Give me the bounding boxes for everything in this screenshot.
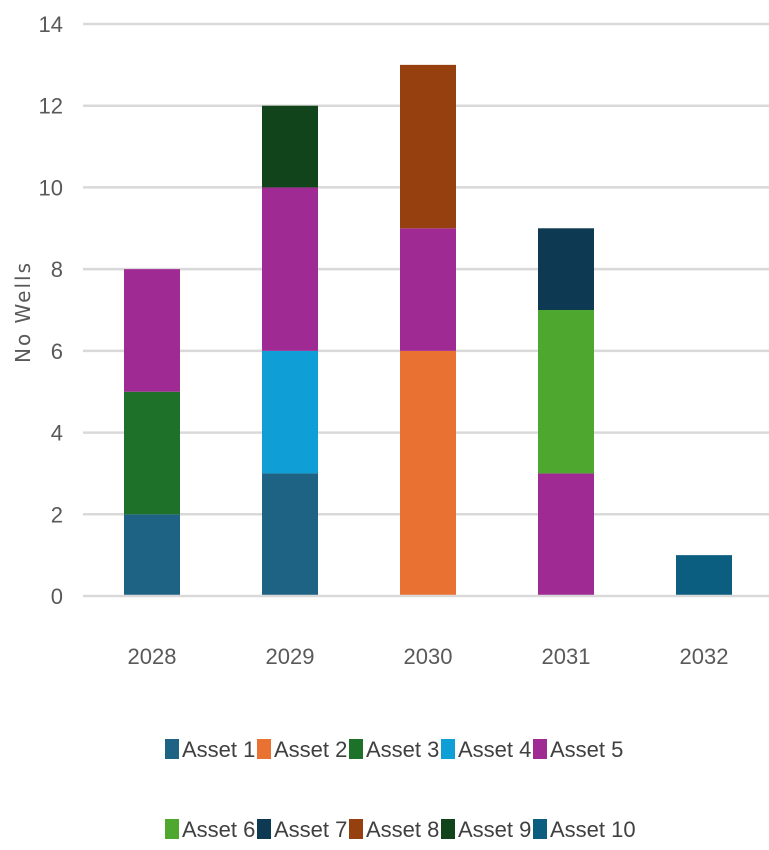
- legend-label: Asset 6: [182, 817, 255, 842]
- legend-swatch: [349, 739, 363, 759]
- legend-label: Asset 7: [274, 817, 347, 842]
- x-tick-label: 2029: [266, 644, 315, 669]
- bar-segment-2029-asset-5: [262, 187, 318, 351]
- bar-segment-2029-asset-1: [262, 473, 318, 596]
- bar-segment-2031-asset-5: [538, 473, 594, 596]
- legend-item: Asset 8: [349, 817, 439, 842]
- bar-segment-2028-asset-1: [124, 514, 180, 596]
- legend-swatch: [257, 739, 271, 759]
- bar-segment-2030-asset-8: [400, 64, 456, 229]
- legend-item: Asset 7: [257, 817, 347, 842]
- legend-label: Asset 5: [550, 737, 623, 762]
- bar-segment-2030-asset-5: [400, 228, 456, 351]
- y-tick-label: 12: [39, 94, 63, 119]
- legend-swatch: [441, 819, 455, 839]
- bar-segment-2029-asset-4: [262, 350, 318, 474]
- legend-swatch: [533, 739, 547, 759]
- y-tick-label: 8: [51, 257, 63, 282]
- legend-label: Asset 2: [274, 737, 347, 762]
- legend-item: Asset 2: [257, 737, 347, 762]
- legend-item: Asset 6: [165, 817, 255, 842]
- legend-swatch: [441, 739, 455, 759]
- legend-swatch: [533, 819, 547, 839]
- legend-item: Asset 3: [349, 737, 439, 762]
- x-tick-label: 2032: [680, 644, 729, 669]
- legend-swatch: [257, 819, 271, 839]
- legend-item: Asset 9: [441, 817, 531, 842]
- y-axis-ticks: 0 2 4 6 8 10 12 14: [39, 12, 63, 609]
- legend-item: Asset 10: [533, 817, 636, 842]
- legend-item: Asset 1: [165, 737, 255, 762]
- x-axis-ticks: 2028 2029 2030 2031 2032: [128, 644, 729, 669]
- y-tick-label: 2: [51, 502, 63, 527]
- y-tick-label: 14: [39, 12, 63, 37]
- legend-item: Asset 4: [441, 737, 531, 762]
- y-tick-label: 10: [39, 175, 63, 200]
- bar-segment-2032-asset-10: [676, 555, 732, 596]
- x-tick-label: 2030: [404, 644, 453, 669]
- legend: Asset 1 Asset 2 Asset 3 Asset 4 Asset 5 Asset…: [165, 737, 636, 842]
- bar-segment-2028-asset-3: [124, 391, 180, 515]
- bar-segment-2028-asset-5: [124, 269, 180, 392]
- legend-swatch: [349, 819, 363, 839]
- x-tick-label: 2031: [542, 644, 591, 669]
- legend-item: Asset 5: [533, 737, 623, 762]
- x-tick-label: 2028: [128, 644, 177, 669]
- bars: [124, 64, 732, 596]
- legend-label: Asset 9: [458, 817, 531, 842]
- bar-segment-2031-asset-7: [538, 228, 594, 310]
- legend-swatch: [165, 739, 179, 759]
- y-tick-label: 6: [51, 339, 63, 364]
- legend-label: Asset 1: [182, 737, 255, 762]
- y-tick-label: 0: [51, 584, 63, 609]
- legend-label: Asset 3: [366, 737, 439, 762]
- y-tick-label: 4: [51, 421, 63, 446]
- legend-label: Asset 10: [550, 817, 636, 842]
- legend-swatch: [165, 819, 179, 839]
- bar-segment-2030-asset-2: [400, 350, 456, 596]
- bar-segment-2029-asset-9: [262, 105, 318, 188]
- bar-segment-2031-asset-6: [538, 310, 594, 474]
- legend-label: Asset 4: [458, 737, 531, 762]
- legend-label: Asset 8: [366, 817, 439, 842]
- y-axis-title: No Wells: [11, 261, 35, 363]
